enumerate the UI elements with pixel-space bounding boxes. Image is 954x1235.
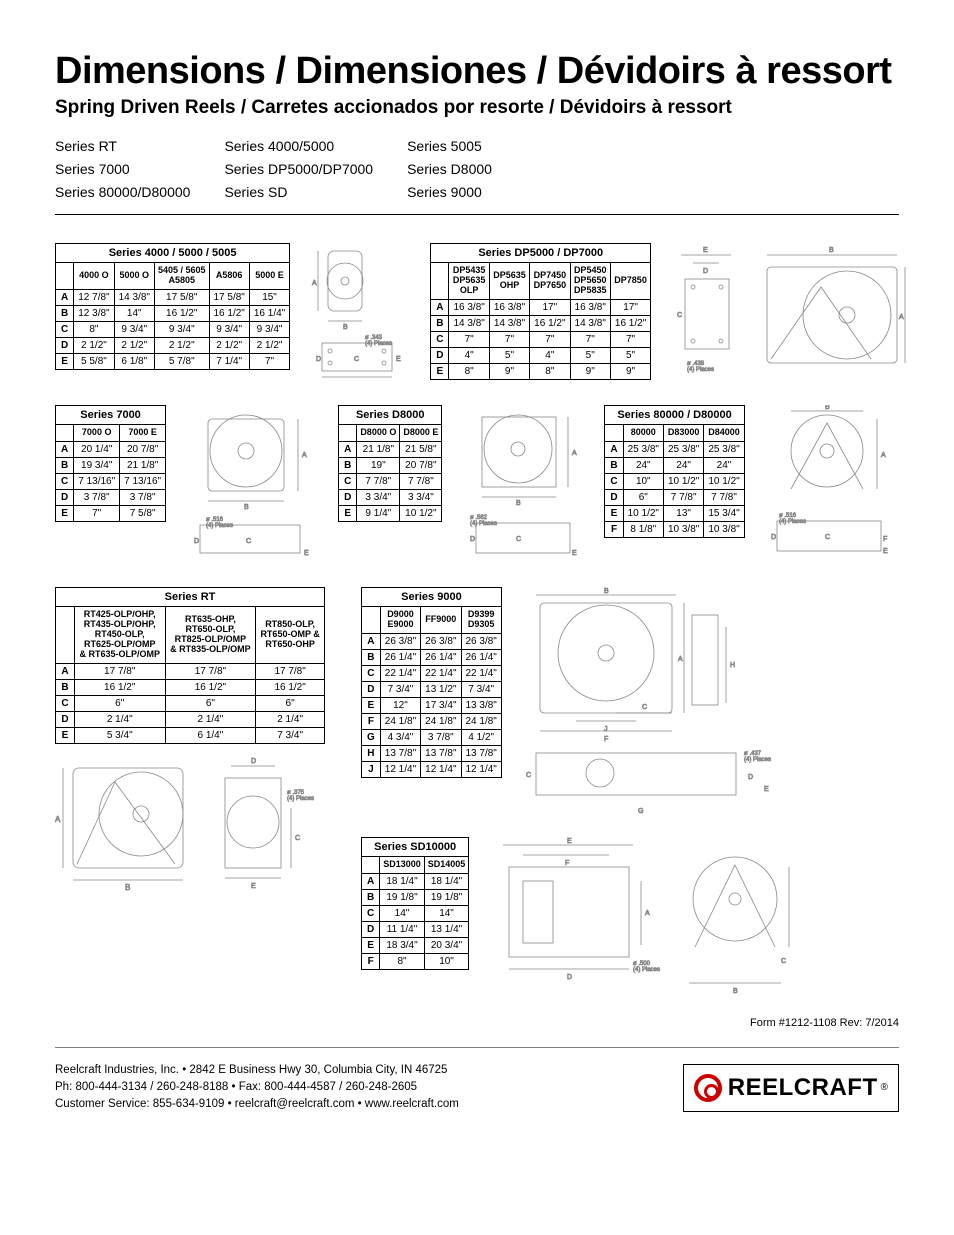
table-rt: Series RTRT425-OLP/OHP,RT435-OLP/OHP,RT4… xyxy=(55,587,325,744)
svg-text:(4) Places: (4) Places xyxy=(470,521,497,527)
series-link: Series 80000/D80000 xyxy=(55,181,190,204)
svg-text:E: E xyxy=(396,356,401,363)
svg-text:C: C xyxy=(295,835,300,842)
svg-text:A: A xyxy=(572,450,577,457)
svg-text:E: E xyxy=(572,550,577,557)
series-link: Series DP5000/DP7000 xyxy=(224,158,373,181)
svg-text:E: E xyxy=(304,550,309,557)
svg-text:A: A xyxy=(678,656,683,663)
reelcraft-logo: REELCRAFT® xyxy=(683,1064,899,1113)
diagram-4000: A B ø .343 (4) Places C D E xyxy=(310,243,410,383)
svg-text:C: C xyxy=(516,536,521,543)
svg-text:(4) Places: (4) Places xyxy=(365,341,392,347)
table-7000: Series 70007000 O7000 EA20 1/4"20 7/8"B1… xyxy=(55,405,166,522)
svg-text:D: D xyxy=(703,268,708,275)
svg-text:B: B xyxy=(733,988,738,995)
series-link: Series SD xyxy=(224,181,373,204)
logo-icon xyxy=(694,1074,722,1102)
svg-text:(4) Places: (4) Places xyxy=(633,967,660,973)
svg-text:(4) Places: (4) Places xyxy=(687,367,714,373)
diagram-rt: A B D ø .375 (4) Places C E xyxy=(55,752,325,892)
svg-text:A: A xyxy=(312,280,317,287)
diagram-dp5000: E D C ø .438 (4) Places B A xyxy=(671,243,911,383)
table-9000: Series 9000D9000E9000FF9000D9399D9305A26… xyxy=(361,587,502,778)
page-subtitle: Spring Driven Reels / Carretes accionado… xyxy=(55,97,899,119)
page-title: Dimensions / Dimensiones / Dévidoirs à r… xyxy=(55,50,899,93)
svg-text:C: C xyxy=(677,312,682,319)
divider xyxy=(55,1047,899,1048)
svg-text:C: C xyxy=(246,538,251,545)
svg-text:E: E xyxy=(703,247,708,254)
svg-text:D: D xyxy=(771,534,776,541)
svg-text:C: C xyxy=(781,958,786,965)
svg-text:E: E xyxy=(251,883,256,890)
svg-text:J: J xyxy=(604,726,608,733)
svg-text:E: E xyxy=(567,838,572,845)
diagram-80000: B A ø .516 (4) Places C D E F xyxy=(771,405,891,565)
table-sd10000: Series SD10000SD13000SD14005A18 1/4"18 1… xyxy=(361,837,469,970)
svg-text:A: A xyxy=(899,314,904,321)
svg-text:G: G xyxy=(638,808,643,815)
table-dp5000: Series DP5000 / DP7000DP5435DP5635OLPDP5… xyxy=(430,243,651,380)
svg-text:(4) Places: (4) Places xyxy=(779,519,806,525)
series-link: Series RT xyxy=(55,135,190,158)
svg-text:C: C xyxy=(354,356,359,363)
svg-text:D: D xyxy=(316,356,321,363)
svg-text:B: B xyxy=(343,324,348,331)
svg-text:C: C xyxy=(825,534,830,541)
svg-text:B: B xyxy=(244,504,249,511)
table-80000: Series 80000 / D8000080000D83000D84000A2… xyxy=(604,405,744,538)
diagram-7000: A B ø .516 (4) Places C D E xyxy=(192,405,312,565)
diagram-sd10000: E F A D ø .500 (4) Places C B xyxy=(483,837,813,997)
svg-text:H: H xyxy=(730,662,735,669)
svg-text:C: C xyxy=(526,772,531,779)
diagram-d8000: A B ø .562 (4) Places C D E xyxy=(468,405,578,565)
svg-text:(4) Places: (4) Places xyxy=(287,796,314,802)
svg-text:E: E xyxy=(883,548,888,555)
diagram-9000: B A H J C F ø .437 (4) Plac xyxy=(516,587,796,817)
svg-text:(4) Places: (4) Places xyxy=(206,523,233,529)
series-link: Series D8000 xyxy=(407,158,492,181)
series-link: Series 9000 xyxy=(407,181,492,204)
svg-text:B: B xyxy=(829,247,834,254)
divider xyxy=(55,214,899,215)
svg-text:A: A xyxy=(302,452,307,459)
series-link: Series 7000 xyxy=(55,158,190,181)
footer-address: Reelcraft Industries, Inc. • 2842 E Busi… xyxy=(55,1062,459,1112)
svg-text:B: B xyxy=(604,588,609,595)
svg-text:F: F xyxy=(565,860,569,867)
series-link: Series 5005 xyxy=(407,135,492,158)
svg-text:B: B xyxy=(125,883,130,892)
table-d8000: Series D8000D8000 OD8000 EA21 1/8"21 5/8… xyxy=(338,405,442,522)
svg-text:E: E xyxy=(764,786,769,793)
svg-text:D: D xyxy=(194,538,199,545)
series-list: Series RT Series 7000 Series 80000/D8000… xyxy=(55,135,899,204)
svg-text:C: C xyxy=(642,704,647,711)
svg-text:B: B xyxy=(825,405,830,411)
svg-text:D: D xyxy=(567,974,572,981)
svg-text:F: F xyxy=(604,736,608,743)
svg-text:D: D xyxy=(470,536,475,543)
series-link: Series 4000/5000 xyxy=(224,135,373,158)
svg-text:A: A xyxy=(55,815,61,824)
svg-text:A: A xyxy=(881,452,886,459)
svg-text:D: D xyxy=(251,758,256,765)
table-4000: Series 4000 / 5000 / 50054000 O5000 O540… xyxy=(55,243,290,370)
svg-text:F: F xyxy=(883,536,887,543)
svg-text:B: B xyxy=(516,500,521,507)
svg-text:D: D xyxy=(748,774,753,781)
form-number: Form #1212-1108 Rev: 7/2014 xyxy=(55,1017,899,1029)
svg-text:(4) Places: (4) Places xyxy=(744,757,771,763)
svg-text:A: A xyxy=(645,910,650,917)
